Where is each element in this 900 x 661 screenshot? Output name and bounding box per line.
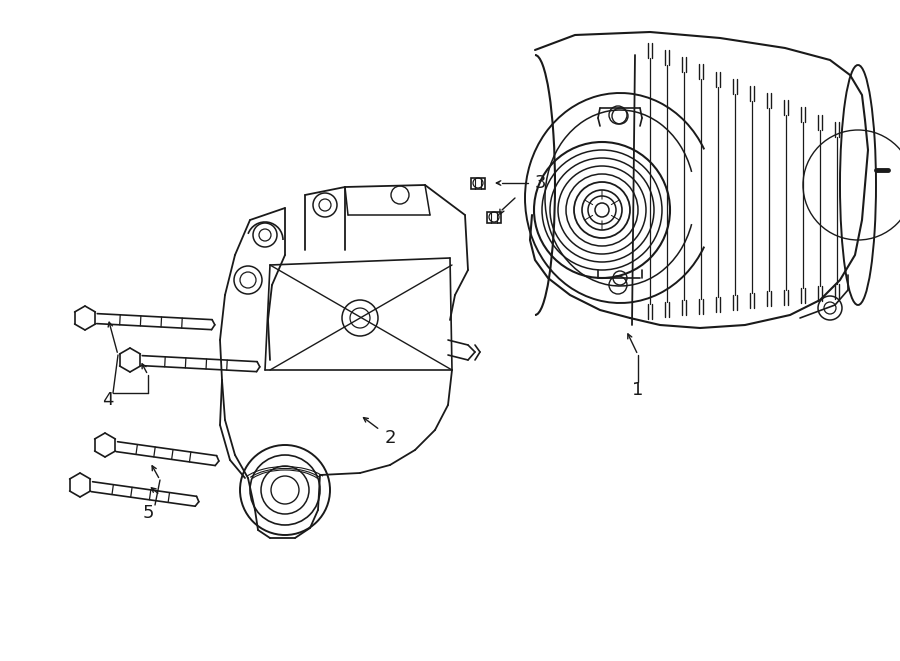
Polygon shape	[471, 178, 485, 188]
Text: 1: 1	[633, 381, 643, 399]
Polygon shape	[487, 212, 501, 223]
Circle shape	[595, 203, 609, 217]
Text: 4: 4	[103, 391, 113, 409]
Text: 3: 3	[535, 174, 545, 192]
Text: 2: 2	[384, 429, 396, 447]
Text: 5: 5	[142, 504, 154, 522]
